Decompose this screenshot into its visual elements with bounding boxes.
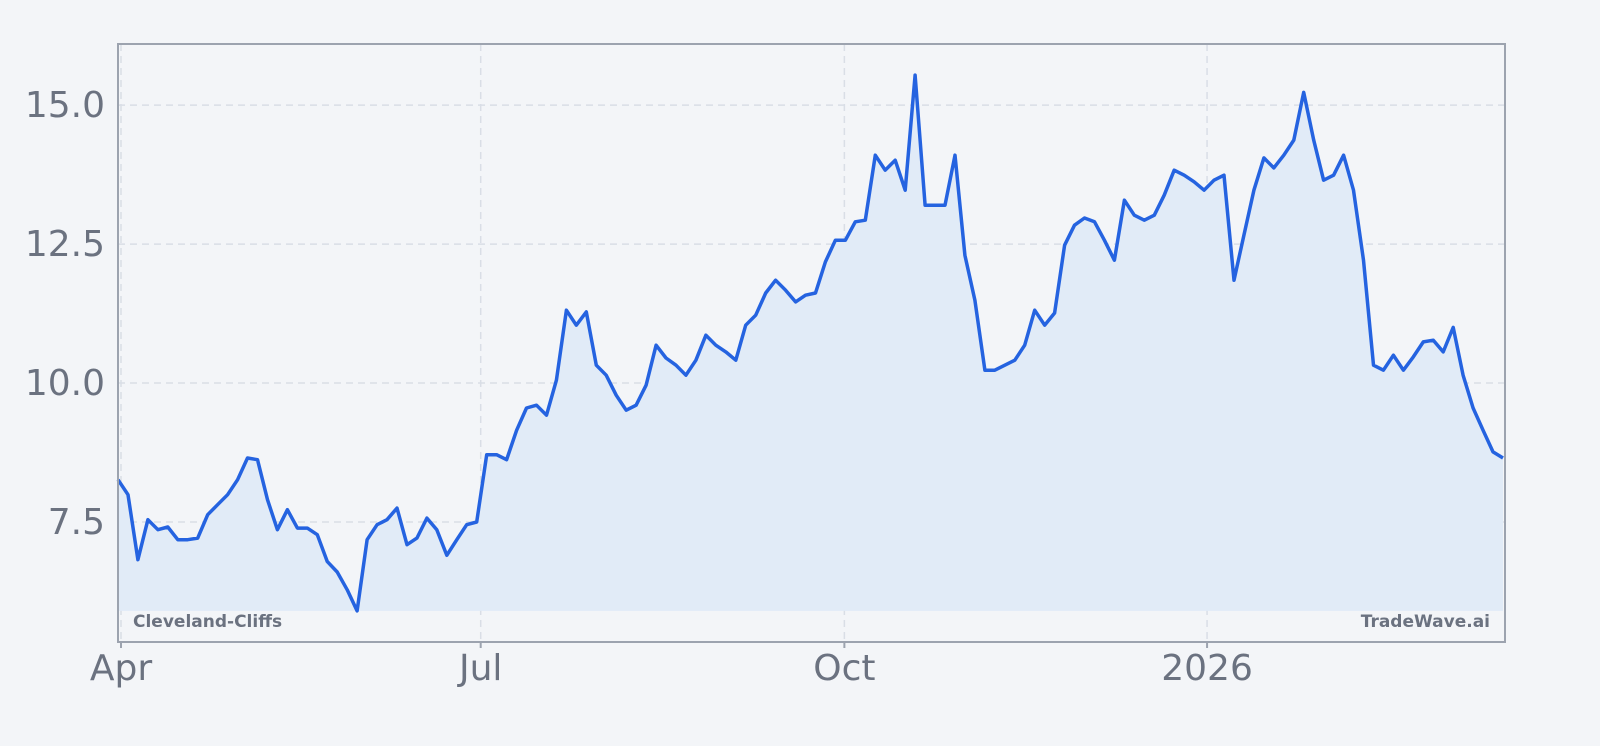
- watermark: TradeWave.ai: [1361, 612, 1490, 632]
- y-tick-label: 10.0: [25, 363, 105, 404]
- y-tick-label: 7.5: [48, 502, 105, 543]
- price-line: [116, 73, 1504, 613]
- y-tick-label: 15.0: [25, 85, 105, 126]
- ticker-label: Cleveland-Cliffs: [133, 612, 282, 632]
- x-tick-label: 2026: [1161, 648, 1253, 689]
- plot: [116, 73, 1504, 613]
- y-tick-label: 12.5: [25, 224, 105, 265]
- x-tick-label: Apr: [90, 648, 152, 689]
- x-tick-label: Jul: [457, 648, 502, 689]
- plot-frame: [117, 43, 1506, 643]
- x-tick-label: Oct: [813, 648, 875, 689]
- price-area: [118, 75, 1503, 611]
